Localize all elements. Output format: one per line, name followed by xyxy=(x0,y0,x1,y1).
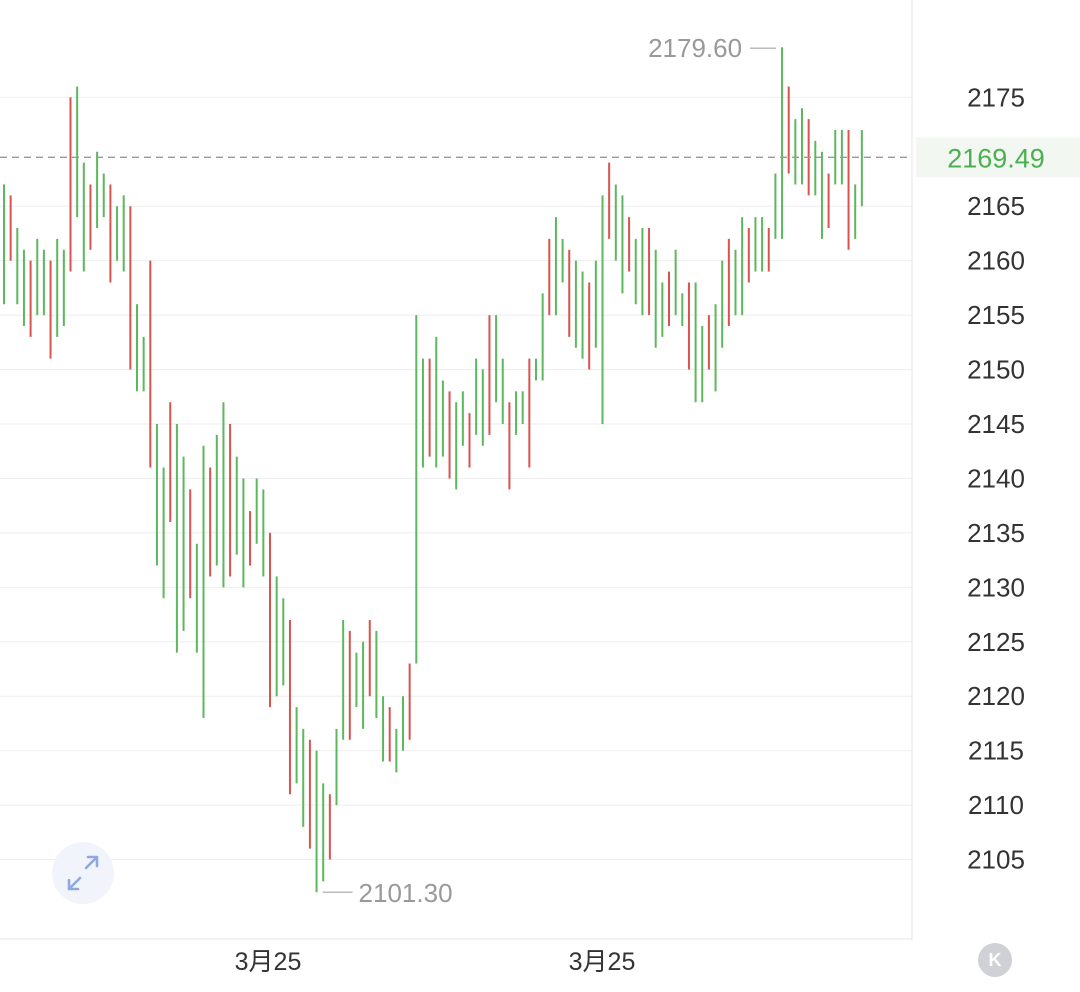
min-price-label: 2101.30 xyxy=(359,878,453,908)
y-tick-label: 2120 xyxy=(967,681,1025,711)
y-tick-label: 2155 xyxy=(967,300,1025,330)
y-tick-label: 2135 xyxy=(967,518,1025,548)
y-tick-label: 2130 xyxy=(967,572,1025,602)
y-tick-label: 2145 xyxy=(967,409,1025,439)
max-price-label: 2179.60 xyxy=(648,33,742,63)
price-bars xyxy=(3,47,863,893)
y-tick-label: 2110 xyxy=(968,790,1024,820)
y-tick-label: 2175 xyxy=(967,82,1025,112)
y-tick-label: 2140 xyxy=(967,463,1025,493)
grid-lines: 2175 2165 2160 2155 2150 2145 2140 2135 2130 2125… xyxy=(0,0,1025,976)
y-tick-label: 2115 xyxy=(968,736,1024,766)
x-tick-label: 3月25 xyxy=(235,948,302,976)
y-tick-label: 2160 xyxy=(967,246,1025,276)
y-tick-label: 2165 xyxy=(967,191,1025,221)
y-tick-label: 2125 xyxy=(967,627,1025,657)
chart-overlays: 2179.60 2101.30 2169.49 xyxy=(0,33,1080,908)
x-tick-label: 3月25 xyxy=(569,948,636,976)
expand-icon[interactable] xyxy=(52,842,114,904)
collapse-kline-icon[interactable]: K xyxy=(978,943,1012,977)
current-price-label: 2169.49 xyxy=(947,143,1045,173)
current-price-badge xyxy=(916,137,1080,178)
y-tick-label: 2150 xyxy=(967,355,1025,385)
y-tick-label: 2105 xyxy=(967,845,1025,875)
